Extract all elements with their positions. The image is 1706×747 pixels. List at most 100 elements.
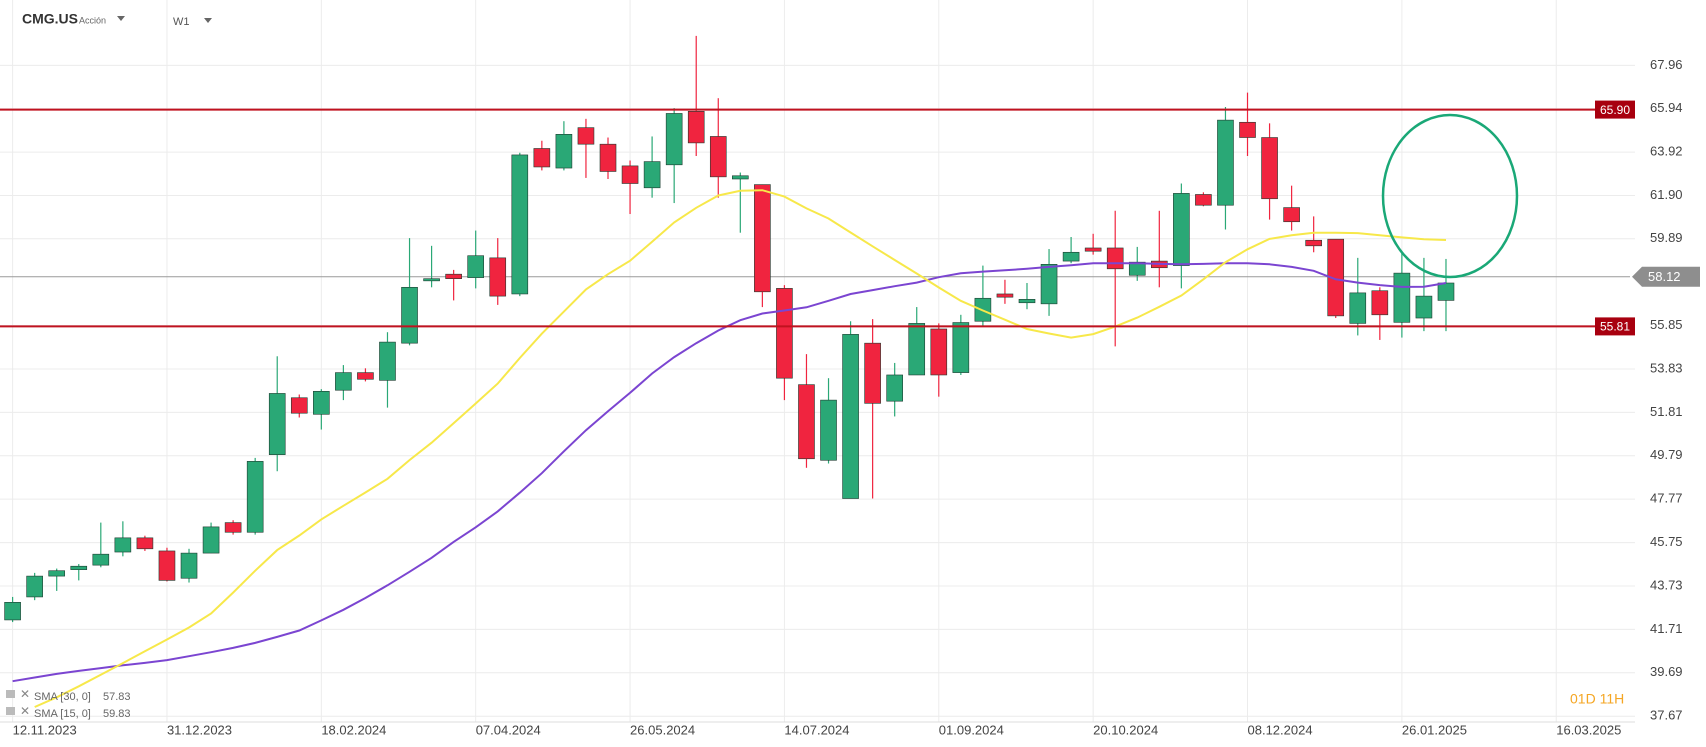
candle-body bbox=[1195, 194, 1212, 206]
y-tick-label: 61.90 bbox=[1650, 187, 1683, 202]
candle-body bbox=[268, 393, 286, 455]
x-tick-label: 26.01.2025 bbox=[1402, 722, 1467, 737]
legend-label: SMA [15, 0] bbox=[34, 708, 91, 720]
x-tick-label: 12.11.2023 bbox=[13, 722, 77, 737]
candle-body bbox=[1305, 239, 1322, 247]
candle-body bbox=[1393, 272, 1411, 323]
candle-body bbox=[445, 273, 462, 280]
candle-body bbox=[643, 161, 661, 189]
x-tick-label: 18.02.2024 bbox=[321, 722, 386, 737]
legend-close[interactable]: ✕ bbox=[20, 687, 30, 701]
candle-body bbox=[246, 461, 264, 533]
candle-body bbox=[1106, 247, 1124, 270]
candle-body bbox=[687, 111, 705, 144]
last-price-tag bbox=[1632, 266, 1700, 287]
candle-body bbox=[401, 286, 418, 344]
candle-body bbox=[136, 537, 154, 550]
candle-body bbox=[754, 184, 771, 293]
candle-body bbox=[577, 127, 595, 145]
level-tag bbox=[1595, 317, 1635, 336]
x-tick-label: 08.12.2024 bbox=[1248, 722, 1313, 737]
level-tag bbox=[1595, 100, 1635, 119]
candle-body bbox=[48, 570, 66, 577]
candle-body bbox=[1084, 247, 1102, 252]
y-tick-label: 41.71 bbox=[1650, 621, 1683, 636]
y-tick-label: 37.67 bbox=[1650, 708, 1683, 723]
sma-line bbox=[34, 189, 1447, 708]
candle-body bbox=[511, 154, 529, 295]
candle-body bbox=[864, 342, 881, 404]
candle-body bbox=[202, 526, 220, 554]
candle-body bbox=[732, 175, 749, 180]
timeframe[interactable]: W1 bbox=[173, 16, 190, 28]
candle-body bbox=[555, 134, 573, 169]
candle-body bbox=[842, 334, 859, 499]
y-tick-label: 47.77 bbox=[1650, 491, 1683, 506]
legend: ✕ SMA [30, 0] 57.83 ✕ SMA [15, 0] 59.83 bbox=[6, 687, 131, 720]
candle-body bbox=[4, 602, 21, 621]
candle-body bbox=[952, 322, 970, 373]
candle-body bbox=[709, 136, 727, 178]
x-tick-label: 14.07.2024 bbox=[784, 722, 849, 737]
asset-type: Acción bbox=[79, 15, 106, 25]
x-tick-label: 31.12.2023 bbox=[167, 722, 232, 737]
candle-body bbox=[665, 113, 683, 166]
legend-close[interactable]: ✕ bbox=[20, 704, 30, 718]
last-price-label: 58.12 bbox=[1648, 269, 1681, 284]
candle-body bbox=[1217, 119, 1234, 206]
candle-body bbox=[158, 550, 176, 581]
candle-body bbox=[290, 397, 308, 414]
x-tick-label: 16.03.2025 bbox=[1556, 722, 1621, 737]
mark-layer bbox=[0, 35, 1595, 708]
y-tick-label: 67.96 bbox=[1650, 57, 1683, 72]
candle-body bbox=[1415, 295, 1433, 319]
symbol: CMG.US bbox=[22, 11, 78, 27]
y-tick-label: 49.79 bbox=[1650, 447, 1683, 462]
dropdown-arrow[interactable] bbox=[204, 18, 212, 23]
candle-body bbox=[820, 399, 837, 461]
x-tick-label: 07.04.2024 bbox=[476, 722, 541, 737]
dropdown-arrow[interactable] bbox=[117, 16, 125, 21]
candle-body bbox=[1327, 238, 1345, 317]
level-label: 55.81 bbox=[1600, 320, 1630, 334]
candle-body bbox=[335, 372, 352, 391]
candle-body bbox=[886, 374, 903, 402]
y-tick-label: 39.69 bbox=[1650, 664, 1683, 679]
legend-icon[interactable] bbox=[6, 707, 15, 715]
candle-body bbox=[1349, 292, 1367, 324]
candle-body bbox=[70, 565, 88, 570]
candle-body bbox=[423, 278, 440, 282]
legend-label: SMA [30, 0] bbox=[34, 691, 91, 703]
label-layer: CMG.US Acción W1 ✕ SMA [30, 0] 57.83 ✕ S… bbox=[6, 11, 1700, 737]
candle-body bbox=[357, 372, 374, 380]
y-tick-label: 43.73 bbox=[1650, 577, 1683, 592]
y-tick-label: 63.92 bbox=[1650, 144, 1683, 159]
candle-body bbox=[1371, 290, 1389, 316]
candle-body bbox=[313, 390, 330, 415]
y-tick-label: 59.89 bbox=[1650, 230, 1683, 245]
annotation-ellipse bbox=[1381, 113, 1519, 279]
y-tick-label: 65.94 bbox=[1650, 100, 1683, 115]
candle-body bbox=[1173, 193, 1190, 266]
legend-icon[interactable] bbox=[6, 690, 15, 698]
y-tick-label: 45.75 bbox=[1650, 534, 1683, 549]
x-tick-label: 01.09.2024 bbox=[939, 722, 1004, 737]
candle-body bbox=[467, 255, 484, 278]
x-tick-label: 26.05.2024 bbox=[630, 722, 695, 737]
candle-body bbox=[379, 341, 396, 381]
candle-body bbox=[621, 165, 639, 184]
candle-body bbox=[26, 575, 43, 598]
candle-body bbox=[489, 257, 507, 297]
candle-body bbox=[908, 323, 926, 376]
grid-layer bbox=[0, 0, 1635, 723]
candle-body bbox=[180, 552, 198, 579]
y-tick-label: 51.81 bbox=[1650, 404, 1683, 419]
candle-body bbox=[599, 143, 617, 172]
sma-line bbox=[12, 262, 1447, 683]
countdown: 01D 11H bbox=[1570, 691, 1624, 707]
candle-body bbox=[776, 288, 793, 379]
legend-value: 57.83 bbox=[103, 691, 131, 703]
candle-body bbox=[1283, 207, 1300, 223]
